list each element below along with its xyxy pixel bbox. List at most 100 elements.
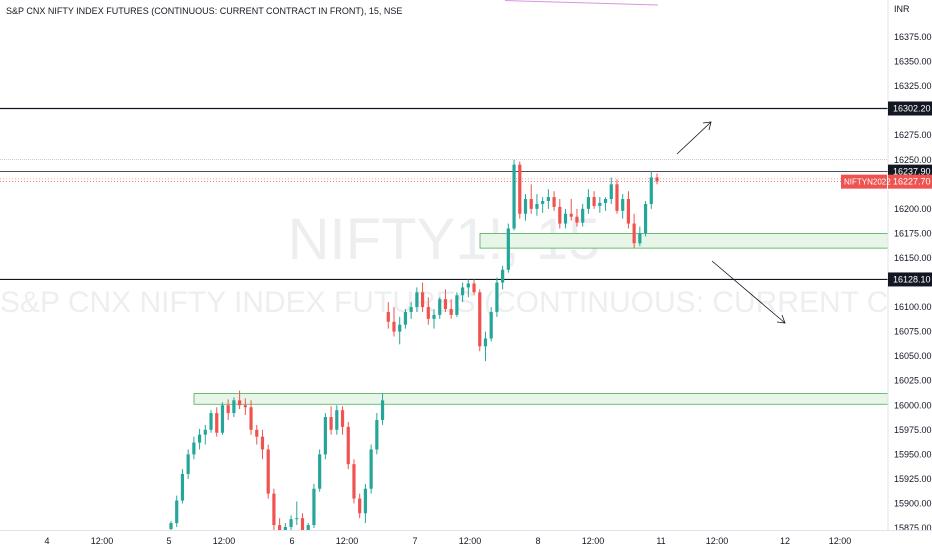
candle-body	[541, 200, 545, 204]
candle-body	[472, 283, 476, 293]
candle	[346, 421, 350, 470]
candle	[192, 436, 196, 460]
candle	[432, 309, 436, 329]
candle-body	[443, 299, 448, 310]
candle-body	[461, 287, 465, 296]
down-arrow-head[interactable]	[776, 314, 786, 324]
chart-title: S&P CNX NIFTY INDEX FUTURES (CONTINUOUS:…	[6, 6, 403, 16]
price-tick-label: 16025.00	[894, 376, 932, 386]
candle-body	[283, 527, 287, 531]
demand-zone[interactable]	[193, 393, 889, 405]
candle	[369, 444, 373, 494]
candle	[586, 189, 590, 214]
candle-body	[260, 436, 265, 450]
candle	[340, 406, 345, 435]
candle-body	[197, 434, 202, 443]
candle-body	[638, 233, 642, 244]
candle	[603, 197, 608, 211]
price-axis[interactable]: INR	[887, 0, 932, 550]
trend-arrows[interactable]	[676, 121, 786, 324]
time-tick-label: 12:00	[91, 536, 114, 546]
price-tick-label: 16275.00	[894, 130, 932, 140]
price-tick-label: 16150.00	[894, 253, 932, 263]
time-tick-label: 12	[780, 536, 790, 546]
candle	[483, 331, 488, 362]
horizontal-levels[interactable]	[0, 107, 888, 281]
candle	[638, 226, 642, 247]
up-arrow-line[interactable]	[676, 121, 712, 155]
price-tick-label: 15925.00	[894, 474, 932, 484]
candle	[592, 191, 596, 209]
candle	[598, 197, 602, 213]
candle-body	[238, 400, 242, 406]
candle	[197, 428, 202, 450]
candle	[575, 208, 579, 227]
price-label-box	[888, 174, 932, 189]
candle-body	[558, 206, 562, 224]
down-arrow-line[interactable]	[711, 260, 786, 324]
candle	[352, 459, 356, 504]
candle-body	[346, 426, 350, 465]
time-tick-label: 12:00	[582, 536, 605, 546]
demand-zones[interactable]	[193, 232, 889, 405]
candle	[506, 223, 510, 273]
demand-zone[interactable]	[479, 232, 889, 249]
candle	[461, 282, 465, 303]
candle	[318, 449, 322, 492]
time-axis[interactable]	[0, 530, 932, 550]
candle	[289, 515, 293, 531]
time-tick-label: 12:00	[706, 536, 729, 546]
candle	[175, 495, 179, 528]
candle-body	[621, 199, 625, 211]
time-tick-label: 7	[412, 536, 417, 546]
candle-body	[615, 184, 619, 211]
candle	[215, 407, 219, 437]
candle	[238, 390, 242, 410]
price-label: 16128.10	[893, 274, 931, 284]
candle	[478, 289, 482, 352]
candle	[558, 199, 562, 229]
candle	[409, 302, 413, 319]
candle-body	[175, 500, 179, 524]
candle	[272, 488, 276, 533]
candle-body	[420, 292, 425, 308]
candle-body	[209, 413, 213, 430]
candle-body	[300, 518, 305, 530]
price-label: 16237.90	[893, 167, 931, 177]
candle	[615, 179, 619, 214]
candle-body	[295, 518, 299, 520]
candle-body	[603, 199, 608, 203]
price-tick-label: 15975.00	[894, 425, 932, 435]
candle	[180, 469, 185, 504]
time-tick-label: 12:00	[459, 536, 482, 546]
price-tick-label: 16000.00	[894, 400, 932, 410]
time-tick-label: 5	[166, 536, 171, 546]
candle-body	[358, 498, 362, 514]
candle	[632, 213, 636, 249]
candle-body	[386, 311, 390, 322]
candle-body	[563, 213, 568, 224]
price-tick-label: 16050.00	[894, 351, 932, 361]
candle	[529, 184, 533, 214]
up-arrow-head[interactable]	[702, 121, 712, 131]
candles	[169, 159, 659, 535]
candle	[621, 194, 625, 219]
candle-body	[529, 199, 533, 209]
candle-body	[466, 283, 470, 288]
price-tick-label: 15875.00	[894, 523, 932, 533]
symbol-label: NIFTYN2022	[844, 178, 891, 187]
candle	[329, 406, 333, 435]
candle	[489, 307, 493, 342]
candle	[375, 413, 379, 455]
price-label: 16302.20	[893, 103, 931, 113]
price-label-box	[888, 272, 932, 287]
candle-body	[575, 216, 579, 223]
candle-body	[232, 400, 236, 414]
candle-body	[449, 309, 453, 315]
candle-body	[592, 197, 596, 206]
candle	[495, 277, 499, 317]
candle	[518, 161, 522, 219]
candle	[335, 405, 339, 435]
candle-body	[546, 197, 550, 201]
